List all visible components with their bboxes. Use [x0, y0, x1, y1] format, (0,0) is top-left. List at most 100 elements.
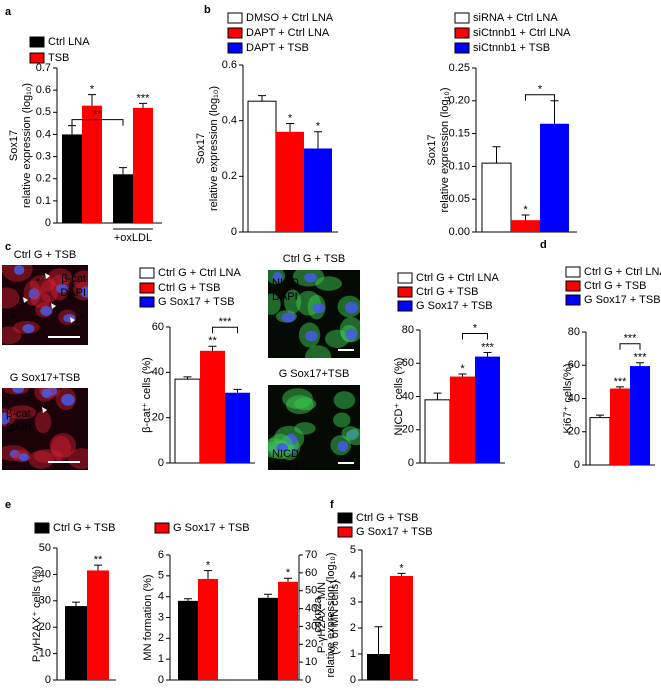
- nucleus: [28, 288, 40, 300]
- cell-body: [47, 268, 73, 288]
- nucleus: [344, 301, 359, 314]
- image-marker: *: [80, 312, 85, 324]
- y-axis-label: P-γH2AX⁺ cells (%): [31, 566, 43, 662]
- y-tick-label: 80: [402, 324, 414, 336]
- legend-swatch: [565, 266, 581, 278]
- nucleus: [2, 412, 10, 425]
- y2-tick-label: 0: [305, 674, 311, 686]
- y-tick-label: 0.7: [36, 62, 51, 74]
- error-bar: [458, 373, 467, 377]
- panel-letter: f: [330, 499, 334, 511]
- y2-tick-label: 40: [305, 602, 317, 614]
- image-label: DAPI: [6, 422, 32, 434]
- error-bar: [596, 414, 604, 418]
- legend-swatch: [34, 522, 50, 534]
- nucleus: [55, 284, 68, 293]
- y-tick-label: 40: [152, 366, 164, 378]
- error-bar: [374, 626, 383, 654]
- y-tick-label: 0.3: [36, 150, 51, 162]
- bar: [390, 576, 413, 680]
- y-axis-label: Sox17: [426, 134, 438, 165]
- bar: [304, 148, 332, 232]
- cell-body: [39, 280, 59, 303]
- bar: [133, 107, 153, 223]
- micrograph-bg: [2, 265, 88, 345]
- y-tick-label: 1: [158, 653, 164, 665]
- image-label: NICD: [272, 277, 299, 289]
- bar: [174, 378, 201, 464]
- nucleus: [305, 330, 318, 342]
- significance: ***: [481, 341, 495, 353]
- legend-swatch: [565, 280, 581, 292]
- nucleus: [18, 453, 29, 462]
- image-title: G Sox17+TSB: [279, 368, 350, 380]
- error-bar: [492, 146, 501, 164]
- nucleus: [12, 388, 24, 394]
- y-tick-label: 0.2: [222, 170, 237, 182]
- cell-body: [67, 448, 88, 470]
- cell-body: [33, 449, 63, 464]
- y-tick-label: 0.25: [449, 62, 470, 74]
- y-tick-label: 60: [568, 359, 580, 371]
- legend-swatch: [227, 27, 243, 39]
- error-bar: [284, 577, 292, 582]
- bracket: [619, 343, 641, 350]
- bar: [540, 123, 569, 232]
- bar: [511, 220, 540, 232]
- bar: [82, 105, 102, 223]
- cell-body: [2, 287, 20, 309]
- bar: [198, 578, 218, 680]
- bracket-label: ***: [624, 333, 638, 345]
- error-bar: [88, 94, 96, 106]
- y-tick-label: 40: [402, 390, 414, 402]
- y-tick-label: 0: [231, 226, 237, 238]
- cell-body: [345, 428, 360, 446]
- bar: [481, 162, 512, 233]
- arrowhead: [70, 317, 75, 323]
- legend-label: Ctrl G + TSB: [356, 512, 418, 524]
- error-bar: [264, 593, 272, 598]
- significance: *: [399, 562, 404, 574]
- y-tick-label: 10: [39, 648, 51, 660]
- y2-tick-label: 30: [305, 620, 317, 632]
- nucleus: [13, 265, 25, 275]
- significance: *: [288, 112, 293, 124]
- significance: *: [316, 121, 321, 133]
- legend-swatch: [337, 512, 353, 524]
- panel-letter: a: [5, 6, 12, 18]
- nucleus: [61, 393, 75, 406]
- error-bar: [314, 131, 322, 149]
- legend-label: Ctrl G + Ctrl LNA: [158, 267, 241, 279]
- legend-swatch: [29, 36, 45, 48]
- legend-label: Ctrl G + TSB: [158, 282, 220, 294]
- cell-body: [2, 326, 22, 345]
- error-bar: [208, 345, 217, 351]
- y-tick-label: 5: [158, 570, 164, 582]
- legend-label: DMSO + Ctrl LNA: [246, 12, 334, 24]
- image-marker: *: [68, 294, 73, 306]
- y-axis-label: relative expression (log₁₀): [439, 87, 451, 212]
- micrograph: [268, 385, 360, 470]
- micrograph: [268, 270, 360, 358]
- y-tick-label: 60: [402, 357, 414, 369]
- y-tick-label: 60: [152, 321, 164, 333]
- error-bar: [184, 598, 192, 601]
- legend-label: G Sox17 + TSB: [158, 296, 235, 308]
- cell-body: [268, 293, 281, 315]
- error-bar: [550, 100, 559, 124]
- y2-tick-label: 70: [305, 549, 317, 561]
- y-tick-label: 20: [39, 621, 51, 633]
- cell-body: [315, 276, 343, 291]
- image-label: β-cat: [61, 273, 86, 285]
- legend-label: DAPT + TSB: [246, 42, 309, 54]
- cell-body: [49, 433, 77, 458]
- legend-swatch: [565, 294, 581, 306]
- image-title: Ctrl G + TSB: [14, 249, 76, 261]
- legend-swatch: [397, 272, 413, 284]
- bar: [424, 399, 451, 464]
- y-axis-label: cdkn2a: [312, 596, 324, 632]
- y-tick-label: 6: [158, 549, 164, 561]
- y2-tick-label: 60: [305, 567, 317, 579]
- cell-body: [35, 410, 52, 434]
- bracket: [462, 332, 488, 340]
